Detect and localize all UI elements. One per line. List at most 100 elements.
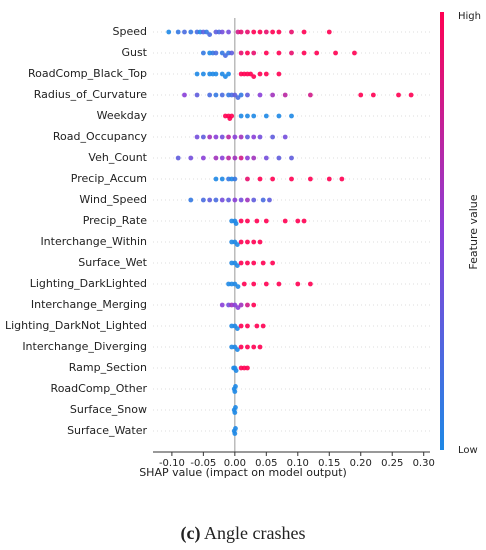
shap-point [226, 155, 231, 161]
shap-point [226, 71, 231, 77]
shap-point [251, 29, 257, 35]
shap-point [282, 134, 288, 140]
shap-point [301, 50, 307, 56]
shap-point [314, 50, 320, 56]
shap-point [213, 71, 219, 77]
shap-point [200, 155, 206, 161]
x-tick-label: -0.05 [190, 458, 216, 469]
colorbar-low: Low [458, 445, 478, 456]
shap-point [245, 92, 250, 98]
shap-point [238, 302, 244, 308]
shap-point [238, 155, 244, 161]
shap-point [282, 218, 288, 224]
shap-point [289, 29, 294, 35]
x-tick-label: -0.10 [159, 458, 185, 469]
shap-point [245, 323, 250, 329]
feature-label: Gust [121, 46, 147, 59]
shap-point [245, 29, 250, 35]
feature-label: RoadComp_Other [51, 382, 148, 395]
shap-point [238, 239, 244, 245]
shap-point [241, 281, 247, 287]
feature-label: Surface_Snow [70, 403, 147, 416]
shap-point [257, 29, 263, 35]
shap-point [238, 344, 244, 350]
shap-point [213, 155, 219, 161]
shap-point [276, 29, 282, 35]
feature-label: Speed [113, 25, 147, 38]
shap-point [235, 284, 241, 289]
shap-point [245, 50, 250, 56]
shap-point [245, 344, 250, 350]
shap-point [238, 323, 244, 329]
shap-point [232, 431, 238, 436]
x-tick-label: 0.00 [224, 458, 246, 469]
feature-label: Interchange_Within [40, 235, 147, 248]
shap-point [226, 197, 231, 203]
shap-point [188, 29, 194, 35]
shap-point [301, 218, 307, 224]
feature-label: Ramp_Section [69, 361, 147, 374]
shap-point [232, 389, 238, 394]
shap-point [213, 197, 219, 203]
colorbar [440, 12, 444, 450]
shap-point [233, 221, 239, 227]
shap-point [408, 92, 414, 98]
shap-point [307, 176, 313, 182]
shap-point [245, 113, 250, 119]
x-tick-label: 0.10 [287, 458, 309, 469]
shap-point [245, 218, 250, 224]
shap-point [326, 29, 332, 35]
shap-point [295, 281, 301, 287]
shap-point [200, 71, 206, 77]
shap-point [270, 134, 276, 140]
shap-point [200, 50, 206, 56]
shap-point [282, 92, 288, 98]
feature-label: Lighting_DarkLighted [30, 277, 147, 290]
shap-point [188, 197, 194, 203]
shap-point [276, 113, 282, 119]
shap-point [270, 176, 276, 182]
shap-point [263, 218, 269, 224]
shap-point [307, 92, 313, 98]
shap-point [234, 242, 240, 248]
shap-point [232, 197, 238, 203]
colorbar-label: Feature value [467, 194, 480, 269]
feature-label: Surface_Wet [78, 256, 147, 269]
shap-point [251, 260, 257, 266]
shap-point [238, 218, 244, 224]
shap-point [251, 134, 257, 140]
shap-point [254, 218, 260, 224]
caption-text: Angle crashes [204, 523, 305, 543]
shap-point [194, 71, 200, 77]
shap-point [219, 92, 225, 98]
shap-point [307, 281, 313, 287]
feature-label: Radius_of_Curvature [34, 88, 147, 101]
caption-label: (c) [181, 523, 201, 544]
shap-point [358, 92, 364, 98]
shap-point [257, 344, 263, 350]
shap-point [257, 239, 263, 245]
x-tick-label: 0.05 [255, 458, 277, 469]
shap-point [219, 176, 225, 182]
shap-point [229, 113, 235, 119]
shap-point [245, 176, 250, 182]
shap-point [166, 29, 172, 35]
shap-point [182, 29, 187, 35]
shap-point [260, 323, 266, 329]
shap-point [257, 71, 263, 77]
shap-point [194, 134, 200, 140]
shap-point [234, 326, 240, 331]
shap-point [270, 29, 276, 35]
shap-point [339, 176, 345, 182]
feature-label: Weekday [97, 109, 148, 122]
feature-label: Precip_Accum [71, 172, 147, 185]
shap-point [245, 302, 250, 308]
shap-point [370, 92, 376, 98]
shap-point [213, 134, 219, 140]
x-tick-label: 0.25 [381, 458, 403, 469]
shap-point [251, 302, 257, 308]
colorbar-high: High [458, 11, 481, 22]
shap-point [229, 50, 235, 56]
shap-point [219, 29, 225, 35]
